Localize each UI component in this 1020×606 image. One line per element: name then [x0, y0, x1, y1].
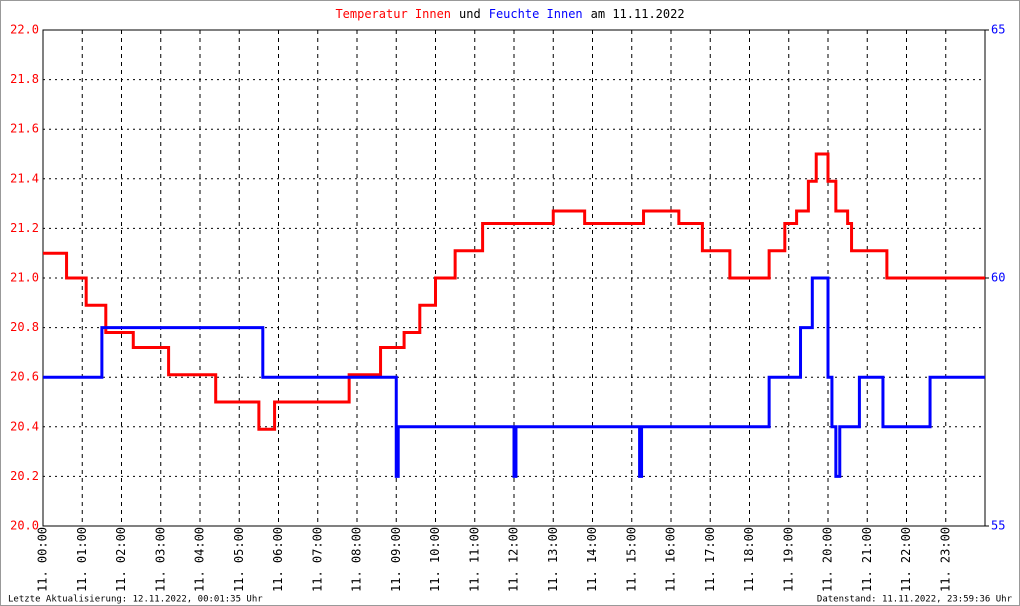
- x-tick-label: 11. 20:00: [821, 527, 835, 592]
- title-part: Feuchte Innen: [489, 7, 583, 21]
- title-part: und: [459, 7, 481, 21]
- x-tick-label: 11. 00:00: [36, 527, 50, 592]
- chart-title: Temperatur Innen und Feuchte Innen am 11.11…: [335, 7, 684, 21]
- x-tick-label: 11. 19:00: [781, 527, 795, 592]
- x-tick-label: 11. 23:00: [938, 527, 952, 592]
- x-tick-label: 11. 08:00: [350, 527, 364, 592]
- y-tick-label: 21.0: [10, 271, 39, 285]
- y-tick-label: 21.8: [10, 72, 39, 86]
- y-tick-label: 21.4: [10, 171, 39, 185]
- x-tick-label: 11. 11:00: [467, 527, 481, 592]
- title-part: am 11.11.2022: [591, 7, 685, 21]
- x-tick-label: 11. 06:00: [271, 527, 285, 592]
- series-line: [43, 276, 985, 478]
- x-tick-label: 11. 01:00: [75, 527, 89, 592]
- y-tick-label: 20.2: [10, 469, 39, 483]
- x-tick-label: 11. 15:00: [624, 527, 638, 592]
- x-tick-label: 11. 16:00: [664, 527, 678, 592]
- x-tick-label: 11. 22:00: [899, 527, 913, 592]
- y-tick-label: 20.8: [10, 320, 39, 334]
- x-tick-label: 11. 18:00: [742, 527, 756, 592]
- y-tick-label: 20.4: [10, 419, 39, 433]
- x-tick-label: 11. 03:00: [153, 527, 167, 592]
- footer-right: Datenstand: 11.11.2022, 23:59:36 Uhr: [817, 595, 1013, 605]
- x-tick-label: 11. 17:00: [703, 527, 717, 592]
- title-part: Temperatur Innen: [335, 7, 451, 21]
- y2-tick-label: 60: [991, 271, 1005, 285]
- x-tick-label: 11. 21:00: [860, 527, 874, 592]
- x-tick-label: 11. 12:00: [507, 527, 521, 592]
- y-tick-label: 20.6: [10, 370, 39, 384]
- series-line: [43, 152, 985, 431]
- x-tick-label: 11. 04:00: [193, 527, 207, 592]
- x-tick-label: 11. 09:00: [389, 527, 403, 592]
- x-tick-label: 11. 13:00: [546, 527, 560, 592]
- y2-tick-label: 65: [991, 23, 1005, 37]
- y-tick-label: 21.2: [10, 221, 39, 235]
- x-tick-label: 11. 10:00: [428, 527, 442, 592]
- footer-left: Letzte Aktualisierung: 12.11.2022, 00:01…: [8, 595, 263, 605]
- x-tick-label: 11. 02:00: [114, 527, 128, 592]
- x-tick-label: 11. 05:00: [232, 527, 246, 592]
- y-tick-label: 20.0: [10, 519, 39, 533]
- y-tick-label: 21.6: [10, 122, 39, 136]
- x-tick-label: 11. 07:00: [310, 527, 324, 592]
- x-tick-label: 11. 14:00: [585, 527, 599, 592]
- y2-tick-label: 55: [991, 519, 1005, 533]
- y-tick-label: 22.0: [10, 23, 39, 37]
